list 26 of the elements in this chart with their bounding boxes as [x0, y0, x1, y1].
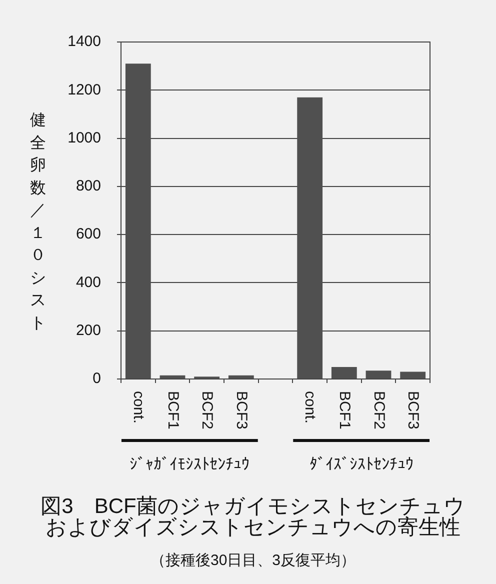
- x-tick-label: cont.: [302, 391, 319, 424]
- x-tick-label: BCF3: [233, 391, 250, 430]
- bar: [160, 375, 186, 378]
- x-tick-label: cont.: [130, 391, 148, 424]
- bar: [331, 366, 357, 378]
- y-tick-label: 400: [76, 274, 101, 291]
- y-tick-label: 0: [92, 370, 101, 388]
- x-tick-label: BCF2: [198, 391, 216, 430]
- text: （接種後30日目、3反復平均）: [149, 552, 357, 569]
- y-tick-label: 200: [76, 322, 101, 339]
- text: ﾀﾞｲｽﾞｼｽﾄｾﾝﾁｭｳ: [309, 455, 414, 474]
- x-tick-label: BCF3: [404, 391, 422, 430]
- text: 健全卵数／１０シスト: [30, 112, 46, 332]
- y-tick-label: 1200: [68, 81, 101, 98]
- x-tick-label: BCF2: [370, 391, 388, 430]
- x-tick-label: BCF1: [336, 391, 354, 430]
- x-tick-label: BCF1: [164, 391, 182, 430]
- y-tick-label: 600: [76, 226, 101, 243]
- text: ｼﾞｬｶﾞｲﾓｼｽﾄｾﾝﾁｭｳ: [130, 455, 250, 474]
- y-tick-label: 1000: [68, 129, 101, 146]
- y-tick-label: 1400: [68, 33, 101, 50]
- bar: [400, 372, 426, 378]
- bar: [366, 370, 392, 378]
- y-tick-label: 800: [76, 178, 101, 195]
- bar: [228, 375, 254, 378]
- text: 図3 BCF菌のジャガイモシストセンチュウおよびダイズシストセンチュウへの寄生性: [40, 495, 466, 539]
